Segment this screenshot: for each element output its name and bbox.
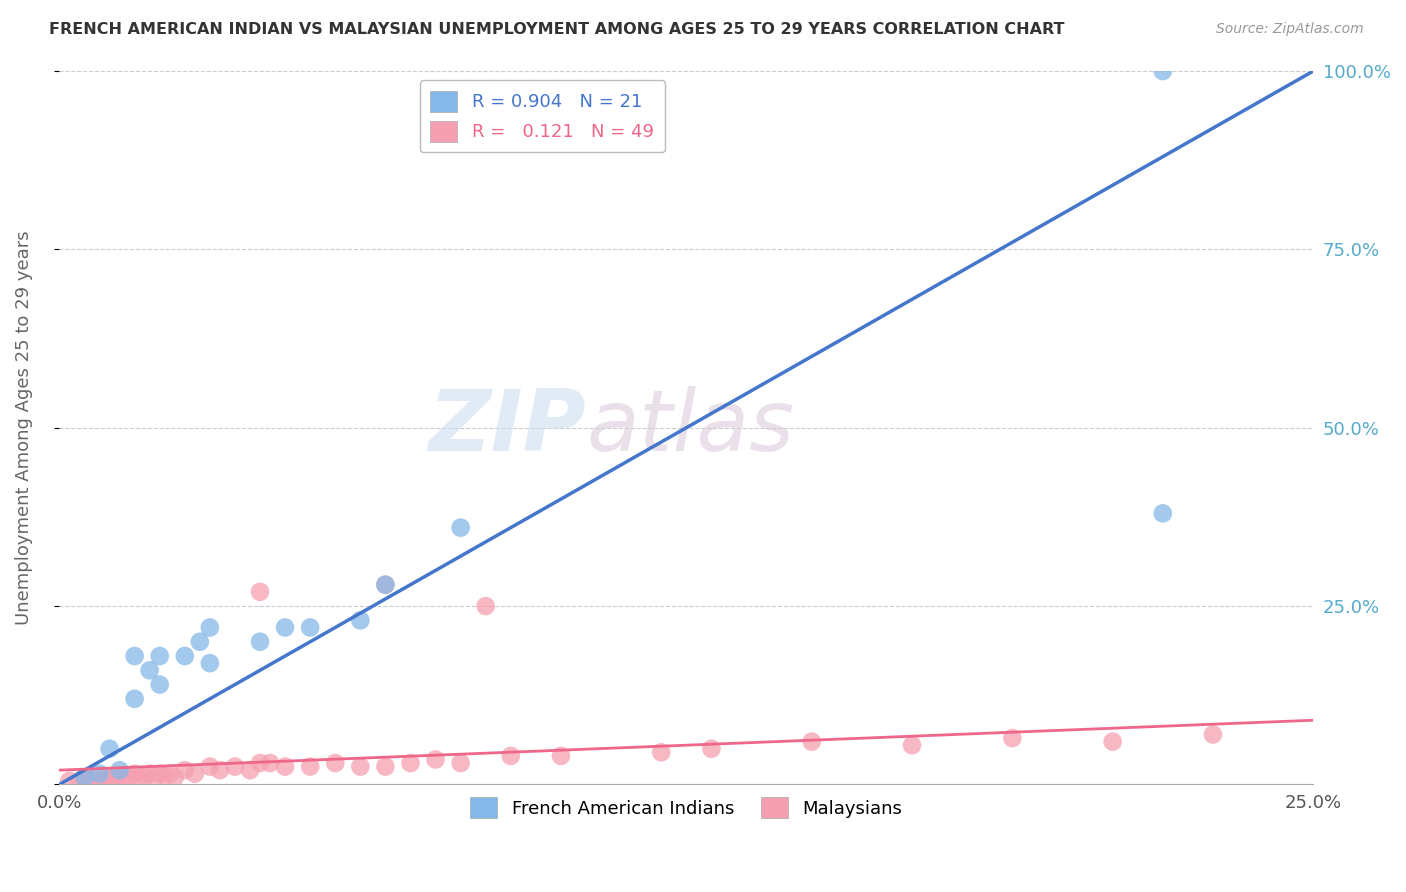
Point: [149, 766, 172, 780]
Point: [58, 773, 80, 788]
Point: [149, 677, 172, 691]
Point: [79, 773, 101, 788]
Point: [499, 748, 522, 763]
Point: [208, 763, 231, 777]
Point: [73, 770, 96, 784]
Point: [134, 769, 156, 783]
Point: [173, 763, 195, 777]
Point: [184, 766, 207, 780]
Point: [173, 648, 195, 663]
Point: [374, 577, 396, 591]
Point: [1152, 64, 1174, 78]
Point: [374, 577, 396, 591]
Point: [901, 738, 924, 752]
Point: [249, 756, 271, 770]
Point: [399, 756, 422, 770]
Point: [425, 752, 447, 766]
Point: [274, 759, 297, 773]
Point: [98, 741, 121, 756]
Point: [89, 766, 111, 780]
Point: [108, 763, 131, 777]
Point: [124, 648, 146, 663]
Point: [349, 759, 371, 773]
Point: [163, 770, 186, 784]
Point: [239, 763, 262, 777]
Point: [73, 770, 96, 784]
Point: [138, 766, 160, 780]
Point: [93, 770, 115, 784]
Point: [98, 772, 121, 786]
Point: [474, 599, 496, 613]
Point: [323, 756, 346, 770]
Point: [89, 773, 111, 788]
Text: Source: ZipAtlas.com: Source: ZipAtlas.com: [1216, 22, 1364, 37]
Point: [83, 772, 105, 786]
Point: [249, 584, 271, 599]
Point: [108, 769, 131, 783]
Point: [349, 613, 371, 627]
Point: [274, 620, 297, 634]
Point: [1001, 731, 1024, 745]
Point: [138, 663, 160, 677]
Point: [1152, 507, 1174, 521]
Point: [550, 748, 572, 763]
Point: [374, 759, 396, 773]
Point: [124, 766, 146, 780]
Point: [124, 691, 146, 706]
Point: [149, 648, 172, 663]
Point: [450, 756, 472, 770]
Point: [259, 756, 281, 770]
Point: [1202, 727, 1225, 741]
Point: [159, 766, 181, 780]
Point: [650, 745, 672, 759]
Point: [249, 634, 271, 648]
Point: [114, 772, 136, 786]
Text: FRENCH AMERICAN INDIAN VS MALAYSIAN UNEMPLOYMENT AMONG AGES 25 TO 29 YEARS CORRE: FRENCH AMERICAN INDIAN VS MALAYSIAN UNEM…: [49, 22, 1064, 37]
Point: [153, 769, 176, 783]
Point: [299, 620, 322, 634]
Point: [69, 773, 91, 788]
Point: [1101, 734, 1123, 748]
Text: atlas: atlas: [586, 386, 794, 469]
Legend: French American Indians, Malaysians: French American Indians, Malaysians: [463, 790, 910, 825]
Point: [188, 634, 211, 648]
Text: ZIP: ZIP: [429, 386, 586, 469]
Point: [143, 770, 166, 784]
Point: [224, 759, 246, 773]
Y-axis label: Unemployment Among Ages 25 to 29 years: Unemployment Among Ages 25 to 29 years: [15, 230, 32, 625]
Point: [700, 741, 723, 756]
Point: [128, 770, 150, 784]
Point: [103, 770, 125, 784]
Point: [800, 734, 823, 748]
Point: [198, 620, 221, 634]
Point: [118, 770, 141, 784]
Point: [198, 656, 221, 670]
Point: [450, 520, 472, 534]
Point: [198, 759, 221, 773]
Point: [299, 759, 322, 773]
